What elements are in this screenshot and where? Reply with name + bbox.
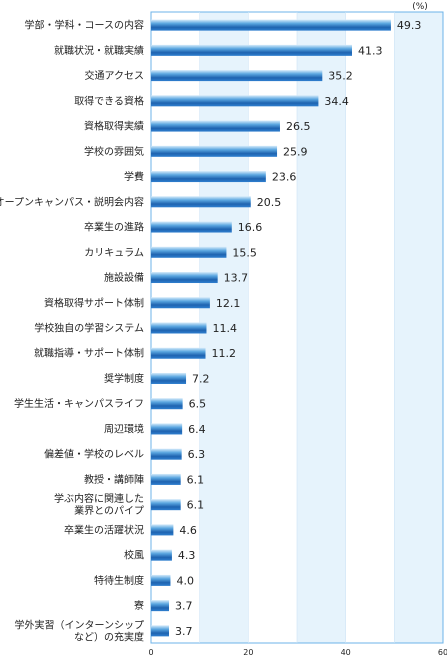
bar bbox=[151, 625, 170, 637]
category-label: 学部・学科・コースの内容 bbox=[25, 19, 145, 32]
category-label: 学外実習（インターンシップ bbox=[15, 618, 145, 631]
value-label: 6.3 bbox=[188, 448, 206, 461]
bar bbox=[151, 272, 218, 284]
value-label: 6.1 bbox=[187, 473, 205, 486]
value-label: 3.7 bbox=[175, 600, 193, 613]
value-label: 13.7 bbox=[224, 272, 249, 285]
category-label: 特待生制度 bbox=[94, 574, 144, 587]
value-label: 6.4 bbox=[188, 423, 206, 436]
value-label: 15.5 bbox=[232, 246, 257, 259]
x-tick-labels: 0 20 40 60 bbox=[148, 648, 447, 657]
category-label: 奨学制度 bbox=[104, 372, 144, 385]
category-label: 学校独自の学習システム bbox=[34, 322, 144, 335]
bar bbox=[151, 549, 172, 561]
category-label: 取得できる資格 bbox=[74, 94, 144, 107]
bar bbox=[151, 120, 280, 132]
value-label: 7.2 bbox=[192, 372, 210, 385]
bar bbox=[151, 221, 232, 233]
category-label: 学生生活・キャンパスライフ bbox=[14, 397, 144, 410]
x-tick-label: 60 bbox=[438, 648, 447, 657]
x-tick-label: 0 bbox=[148, 648, 153, 657]
value-label: 4.6 bbox=[179, 524, 197, 537]
bar bbox=[151, 524, 174, 536]
x-tick-label: 40 bbox=[341, 648, 351, 657]
bar bbox=[151, 499, 181, 511]
bar bbox=[151, 44, 352, 56]
category-label: 学校の雰囲気 bbox=[84, 145, 144, 158]
category-label: 学ぶ内容に関連した bbox=[54, 492, 144, 505]
value-label: 11.4 bbox=[212, 322, 237, 335]
value-label: 23.6 bbox=[272, 171, 297, 184]
category-label: など）の充実度 bbox=[74, 630, 144, 643]
value-labels: 49.3 41.3 35.2 34.4 26.5 25.9 23.6 20.5 16.6 15.5… bbox=[175, 19, 421, 638]
bar bbox=[151, 372, 187, 384]
category-label: 就職状況・就職実績 bbox=[54, 44, 144, 57]
category-label: 資格取得サポート体制 bbox=[44, 296, 144, 309]
category-label: 周辺環境 bbox=[104, 422, 144, 435]
bar bbox=[151, 398, 183, 410]
bar bbox=[151, 171, 266, 183]
category-labels: 学部・学科・コースの内容就職状況・就職実績交通アクセス取得できる資格資格取得実績… bbox=[0, 19, 144, 644]
category-label: 卒業生の活躍状況 bbox=[64, 523, 144, 536]
bar bbox=[151, 322, 207, 334]
value-label: 11.2 bbox=[212, 347, 237, 360]
bar bbox=[151, 448, 182, 460]
category-label: 校風 bbox=[124, 549, 144, 562]
value-label: 4.3 bbox=[178, 549, 196, 562]
value-label: 26.5 bbox=[286, 120, 311, 133]
value-label: 34.4 bbox=[324, 95, 349, 108]
value-label: 25.9 bbox=[283, 145, 308, 158]
x-tick-label: 20 bbox=[243, 648, 253, 657]
category-label: 寮 bbox=[134, 599, 144, 612]
bar bbox=[151, 145, 278, 157]
category-label: オープンキャンパス・説明会内容 bbox=[0, 195, 144, 208]
value-label: 16.6 bbox=[238, 221, 263, 234]
bar bbox=[151, 473, 181, 485]
bar bbox=[151, 246, 227, 258]
unit-label: (%) bbox=[412, 2, 428, 12]
category-label: 偏差値・学校のレベル bbox=[44, 448, 144, 461]
value-label: 4.0 bbox=[176, 574, 194, 587]
bars bbox=[151, 19, 391, 637]
grid-band bbox=[297, 12, 346, 643]
category-label: 教授・講師陣 bbox=[84, 473, 144, 486]
value-label: 6.1 bbox=[187, 499, 205, 512]
bar bbox=[151, 19, 391, 31]
category-label: 資格取得実績 bbox=[84, 120, 144, 133]
category-label: カリキュラム bbox=[84, 247, 144, 259]
category-label: 就職指導・サポート体制 bbox=[34, 347, 144, 360]
value-label: 49.3 bbox=[397, 19, 422, 32]
value-label: 41.3 bbox=[358, 44, 383, 57]
bar bbox=[151, 196, 251, 208]
bar bbox=[151, 600, 170, 612]
grid-band bbox=[394, 12, 443, 643]
value-label: 20.5 bbox=[257, 196, 282, 209]
bar bbox=[151, 297, 210, 309]
bar bbox=[151, 95, 319, 107]
bar bbox=[151, 347, 206, 359]
category-label: 業界とのパイプ bbox=[74, 504, 144, 517]
value-label: 6.5 bbox=[189, 398, 207, 411]
category-label: 施設設備 bbox=[104, 271, 144, 284]
category-label: 卒業生の進路 bbox=[84, 221, 144, 234]
category-label: 学費 bbox=[124, 170, 144, 183]
category-label: 交通アクセス bbox=[85, 69, 145, 82]
value-label: 35.2 bbox=[328, 70, 353, 83]
value-label: 12.1 bbox=[216, 297, 241, 310]
bar bbox=[151, 70, 323, 82]
value-label: 3.7 bbox=[175, 625, 193, 638]
grid-band bbox=[199, 12, 249, 643]
bar bbox=[151, 423, 183, 435]
bar bbox=[151, 574, 171, 586]
